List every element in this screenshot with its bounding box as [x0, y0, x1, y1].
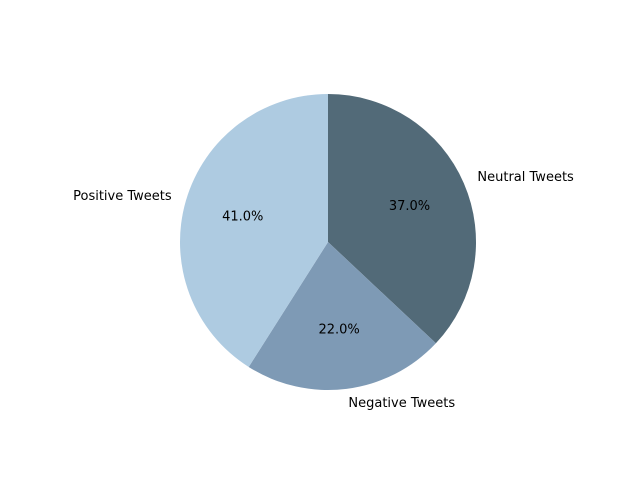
pct-label-neutral-tweets: 37.0% — [389, 199, 430, 214]
pie-slices — [180, 94, 476, 390]
pie-labels: 37.0% Neutral Tweets 22.0% Negative Tweets 4… — [73, 170, 574, 411]
category-label-neutral-tweets: Neutral Tweets — [477, 170, 574, 185]
category-label-positive-tweets: Positive Tweets — [73, 189, 172, 204]
pie-slice-neutral-tweets — [328, 94, 476, 344]
category-label-negative-tweets: Negative Tweets — [348, 396, 455, 411]
pct-label-negative-tweets: 22.0% — [318, 323, 359, 338]
pie-slice-positive-tweets — [180, 94, 328, 367]
pct-label-positive-tweets: 41.0% — [222, 210, 263, 225]
pie-slice-negative-tweets — [248, 242, 436, 390]
